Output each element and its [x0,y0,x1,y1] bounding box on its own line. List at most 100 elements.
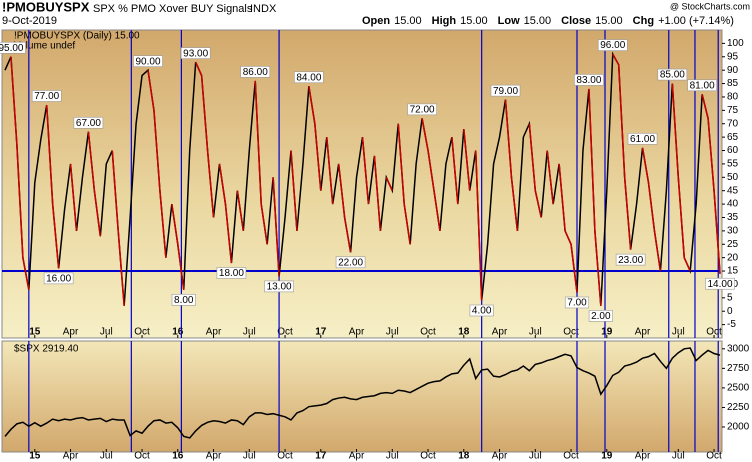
y-tick-label: 0 [727,306,733,317]
falling-segment [361,137,370,205]
annotation-box [564,296,590,309]
falling-segment [397,123,405,205]
falling-segment [528,123,537,191]
x-tick-label: Apr [63,451,79,462]
x-tick-label: Apr [635,451,651,462]
annotation-box [216,267,247,279]
annotation-box [705,277,735,290]
annotation-label: 85.00 [660,70,685,81]
annotation-label: 67.00 [76,118,101,129]
exchange: INDX [250,3,277,15]
annotation-label: 84.00 [296,72,321,83]
y-tick-label: 3000 [727,343,750,354]
falling-segment [433,190,441,231]
falling-segment [713,190,721,274]
x-tick-label: Jul [529,327,542,338]
x-tick-label: Apr [635,327,651,338]
x-tick-label: Jul [672,327,685,338]
annotation-label: 13.00 [267,282,292,293]
annotation: 8.00 [171,293,196,306]
x-tick-label: Apr [492,451,508,462]
annotation-box [180,47,211,59]
quote-label: Close [561,15,591,27]
falling-segment [194,61,203,76]
annotation-box [335,256,366,269]
annotation-label: 86.00 [243,67,268,78]
falling-segment [111,150,119,231]
x-tick-label: Apr [349,451,365,462]
annotation-label: 72.00 [410,105,435,116]
description: SPX % PMO Xover BUY Signals [93,3,253,15]
annotation: 84.00 [294,71,324,83]
y-tick-label: 5 [727,292,733,303]
y-tick-label: 25 [727,239,739,250]
annotation-box [240,66,271,78]
x-tick-label: 15 [29,327,41,338]
annotation: 61.00 [627,133,658,145]
annotation-label: 14.00 [707,279,732,290]
quote-value: 15.00 [524,15,552,27]
x-tick-label: 15 [29,451,41,462]
annotation: 72.00 [407,103,437,116]
annotation: 79.00 [490,84,521,97]
x-tick-label: 17 [315,451,327,462]
annotation: 7.00 [564,296,590,309]
y-tick-label: 2250 [727,402,750,413]
falling-segment [200,75,209,151]
annotation-box [0,41,26,54]
falling-segment [314,123,322,191]
annotation: 90.00 [133,55,163,67]
annotation-label: 23.00 [618,255,643,266]
y-tick-label: 95 [727,51,739,62]
falling-segment [647,182,656,231]
x-tick-label: 16 [172,451,184,462]
x-tick-label: 19 [601,451,613,462]
y-tick-label: 45 [727,185,739,196]
x-tick-label: Jul [100,327,113,338]
x-tick-label: Oct [277,451,293,462]
annotation-box [615,253,646,266]
falling-segment [206,150,215,218]
falling-segment [510,177,519,231]
falling-segment [427,150,435,191]
quote-label: Chg [633,15,654,27]
x-tick-label: Oct [563,451,579,462]
quote-value: 15.00 [595,15,623,27]
annotation-label: 22.00 [338,257,363,268]
annotation-box [43,272,74,285]
annotation: 86.00 [240,66,271,78]
annotation-box [469,304,494,317]
annotation: 23.00 [615,253,646,266]
annotation: 67.00 [73,116,104,129]
y-tick-label: 30 [727,226,739,237]
annotation-box [264,280,294,293]
falling-segment [177,244,185,290]
annotation: 2.00 [588,310,613,322]
falling-segment [677,177,685,258]
x-tick-label: Oct [706,451,722,462]
falling-segment [236,190,245,231]
annotation: 96.00 [597,39,628,51]
annotation-box [657,68,688,81]
falling-segment [421,118,429,151]
falling-segment [671,83,680,178]
falling-segment [337,163,346,218]
falling-segment [594,230,602,306]
y-tick-label: 2500 [727,383,750,394]
x-tick-label: Oct [134,327,150,338]
falling-segment [147,70,155,111]
annotation-box [171,293,196,306]
x-tick-label: Apr [206,327,222,338]
annotation-box [627,133,658,145]
falling-segment [588,88,596,231]
falling-segment [474,150,483,301]
x-tick-label: 18 [458,327,470,338]
annotation-label: 95.00 [0,43,24,54]
annotation-label: 61.00 [630,134,655,145]
lower-panel [1,340,723,453]
falling-segment [254,80,262,205]
y-tick-label: -5 [727,319,736,330]
falling-segment [534,190,542,218]
y-tick-label: 20 [727,252,739,263]
falling-segment [701,94,709,119]
